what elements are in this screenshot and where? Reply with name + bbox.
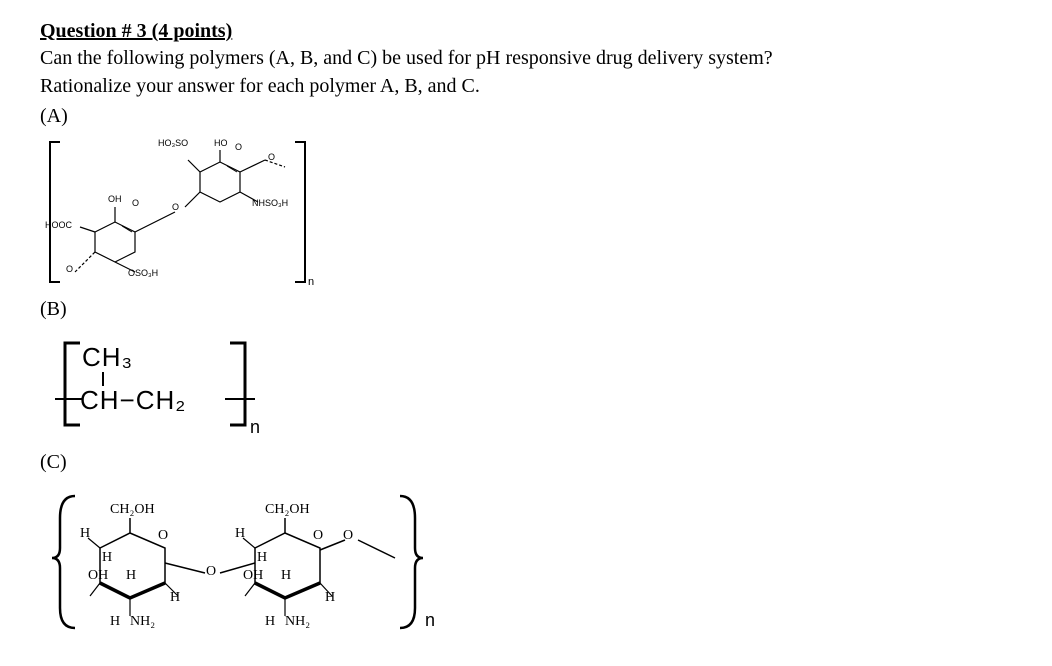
- a-o-right: O: [235, 142, 242, 152]
- c-o-chain: O: [343, 528, 353, 544]
- b-n: n: [250, 417, 260, 438]
- a-ho3so: HO₃SO: [158, 138, 188, 148]
- a-o-chain2: O: [268, 152, 275, 162]
- c-h2: H: [102, 550, 112, 566]
- structure-a-svg: [40, 132, 320, 292]
- structure-a: HOOC OH O O OSO₃H O HO₃SO HO O NHSO₃H O …: [40, 132, 320, 292]
- question-title: Question # 3 (4 points): [40, 20, 1012, 43]
- a-nhso3h: NHSO₃H: [252, 198, 288, 208]
- c-h6: H: [235, 526, 245, 542]
- a-o-chain: O: [66, 264, 73, 274]
- c-oh2: OH: [243, 568, 263, 584]
- c-n: n: [425, 610, 435, 631]
- a-o-left: O: [132, 198, 139, 208]
- a-o-link: O: [172, 202, 179, 212]
- b-vbond: [102, 372, 104, 386]
- c-h7: H: [257, 550, 267, 566]
- c-nh2-1: NH₂: [130, 614, 155, 630]
- c-h5: H: [110, 614, 120, 630]
- c-h4: H: [170, 590, 180, 606]
- question-body-2: Rationalize your answer for each polymer…: [40, 73, 1012, 99]
- c-o-link: O: [206, 564, 216, 580]
- structure-b: CH₃ CH−CH₂ n: [40, 325, 270, 445]
- question-body-1: Can the following polymers (A, B, and C)…: [40, 45, 1012, 71]
- c-h8: H: [281, 568, 291, 584]
- a-oh: OH: [108, 194, 122, 204]
- c-h1: H: [80, 526, 90, 542]
- b-formula: CH₃ CH−CH₂: [80, 343, 186, 414]
- c-ch2oh-2: CH₂OH: [265, 502, 310, 518]
- c-h9: H: [325, 590, 335, 606]
- c-nh2-2: NH₂: [285, 614, 310, 630]
- c-oh1: OH: [88, 568, 108, 584]
- a-n: n: [308, 276, 314, 288]
- a-hooc: HOOC: [45, 220, 72, 230]
- a-ho: HO: [214, 138, 228, 148]
- b-backbone: CH−CH₂: [80, 386, 186, 415]
- label-b: (B): [40, 298, 1012, 321]
- b-ch3: CH₃: [82, 343, 186, 372]
- label-c: (C): [40, 451, 1012, 474]
- a-oso3h: OSO₃H: [128, 268, 158, 278]
- c-o-ring1: O: [158, 528, 168, 544]
- structure-c: CH₂OH H O H OH H H H NH₂ O CH₂OH H O H O…: [40, 478, 450, 638]
- c-h10: H: [265, 614, 275, 630]
- label-a: (A): [40, 105, 1012, 128]
- c-o-ring2: O: [313, 528, 323, 544]
- c-ch2oh-1: CH₂OH: [110, 502, 155, 518]
- c-h3: H: [126, 568, 136, 584]
